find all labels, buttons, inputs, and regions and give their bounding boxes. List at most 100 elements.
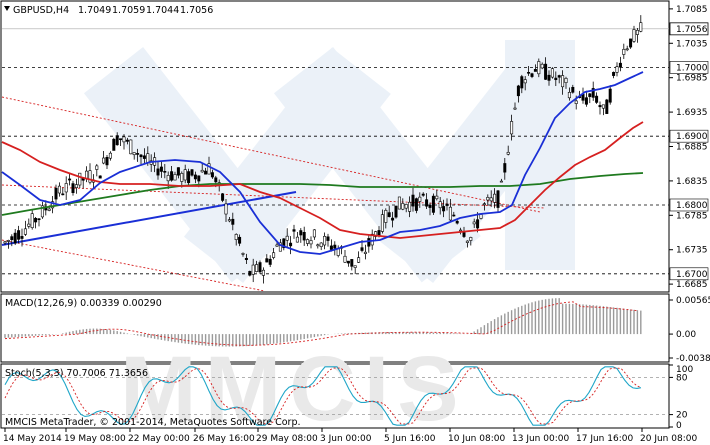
candle-body bbox=[540, 63, 544, 69]
candle-body bbox=[520, 76, 524, 89]
candle-body bbox=[275, 244, 279, 247]
candle-body bbox=[622, 48, 626, 55]
candle-body bbox=[207, 163, 211, 175]
candle-body bbox=[170, 171, 174, 181]
candle-body bbox=[550, 68, 554, 78]
candle-body bbox=[95, 165, 99, 170]
candle-body bbox=[326, 236, 330, 241]
ma-red-line bbox=[1, 121, 644, 239]
candle-body bbox=[329, 245, 333, 250]
candle-body bbox=[374, 231, 378, 237]
watermark-logo bbox=[83, 40, 581, 283]
level-label: 1.7000 bbox=[676, 63, 708, 73]
candle-body bbox=[316, 244, 320, 247]
candlesticks[interactable] bbox=[3, 15, 643, 284]
time-tick-label: 19 May 08:00 bbox=[64, 434, 126, 444]
candle-body bbox=[397, 196, 401, 210]
candle-body bbox=[210, 172, 214, 178]
candle-body bbox=[554, 77, 558, 81]
candle-body bbox=[285, 235, 289, 241]
candle-body bbox=[319, 242, 323, 247]
candle-body bbox=[370, 233, 374, 246]
ma-green-line bbox=[1, 172, 644, 216]
candle-body bbox=[40, 205, 44, 218]
regression-channel[interactable] bbox=[1, 96, 546, 292]
candle-body bbox=[139, 154, 143, 158]
candle-body bbox=[47, 208, 51, 211]
candle-body bbox=[146, 153, 150, 163]
candle-body bbox=[493, 193, 497, 203]
candle-body bbox=[255, 264, 259, 272]
time-tick-label: 29 May 08:00 bbox=[256, 434, 318, 444]
candle-body bbox=[312, 229, 316, 238]
candle-body bbox=[394, 205, 398, 218]
candle-body bbox=[302, 232, 306, 241]
candle-body bbox=[85, 170, 89, 179]
candle-body bbox=[346, 260, 350, 264]
stoch-signal-line bbox=[4, 367, 642, 425]
candle-body bbox=[278, 242, 282, 252]
candle-body bbox=[115, 135, 119, 146]
candle-body bbox=[13, 232, 17, 244]
candle-body bbox=[639, 22, 643, 32]
candle-body bbox=[176, 167, 180, 176]
time-tick-label: 10 Jun 08:00 bbox=[448, 434, 505, 444]
candle-body bbox=[129, 139, 133, 155]
candle-body bbox=[244, 257, 248, 261]
candle-body bbox=[17, 230, 21, 240]
candle-body bbox=[360, 247, 364, 251]
candle-body bbox=[57, 185, 61, 194]
price-tick-label: 1.7035 bbox=[676, 39, 708, 49]
candle-body bbox=[367, 238, 371, 247]
time-tick-label: 17 Jun 16:00 bbox=[576, 434, 633, 444]
candle-body bbox=[431, 195, 435, 213]
candle-body bbox=[612, 71, 616, 76]
candle-body bbox=[561, 75, 565, 88]
candle-body bbox=[353, 265, 357, 268]
candle-body bbox=[54, 187, 58, 200]
candle-body bbox=[71, 183, 75, 194]
candle-body bbox=[268, 258, 272, 265]
candle-body bbox=[51, 201, 55, 209]
candle-body bbox=[125, 139, 129, 142]
candle-body bbox=[68, 178, 72, 181]
horizontal-levels[interactable] bbox=[2, 28, 669, 275]
macd-tick-label: 0.00 bbox=[676, 330, 696, 340]
candle-body bbox=[476, 219, 480, 229]
stoch-main-line bbox=[4, 366, 642, 426]
candle-body bbox=[78, 172, 82, 186]
candle-body bbox=[438, 201, 442, 209]
candle-body bbox=[418, 196, 422, 202]
candle-body bbox=[544, 63, 548, 80]
candle-body bbox=[173, 174, 177, 181]
price-tick-label: 1.7085 bbox=[676, 5, 708, 15]
candle-body bbox=[187, 171, 191, 184]
candle-body bbox=[234, 234, 238, 240]
candle-body bbox=[248, 271, 252, 276]
time-tick-label: 13 Jun 00:00 bbox=[512, 434, 569, 444]
candle-body bbox=[547, 74, 551, 81]
candle-body bbox=[193, 174, 197, 180]
candle-body bbox=[567, 91, 571, 99]
time-tick-label: 22 May 00:00 bbox=[128, 434, 190, 444]
candle-body bbox=[391, 217, 395, 221]
candle-body bbox=[23, 228, 27, 235]
candle-body bbox=[598, 105, 602, 108]
level-label-box bbox=[669, 129, 709, 143]
candle-body bbox=[462, 232, 466, 237]
candle-body bbox=[88, 170, 92, 183]
moving-averages[interactable] bbox=[1, 71, 644, 255]
time-tick-label: 20 Jun 08:00 bbox=[640, 434, 697, 444]
stoch-tick-label: 20 bbox=[676, 411, 688, 421]
time-tick-label: 3 Jun 00:00 bbox=[320, 434, 372, 444]
candle-body bbox=[309, 240, 313, 245]
macd-histogram bbox=[4, 298, 642, 347]
current-price-box bbox=[669, 22, 709, 36]
candle-body bbox=[102, 157, 106, 164]
candle-body bbox=[241, 253, 245, 255]
candle-body bbox=[537, 61, 541, 75]
macd-panel[interactable] bbox=[0, 293, 670, 363]
open-value: 1.7049 bbox=[78, 5, 111, 16]
